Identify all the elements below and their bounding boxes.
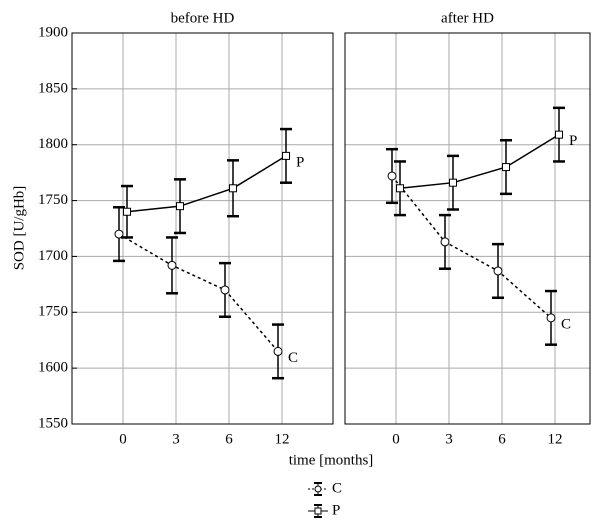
- x-tick-label: 12: [548, 431, 563, 447]
- point: [440, 237, 450, 247]
- y-tick-label: 1600: [38, 360, 68, 376]
- series-end-label: P: [296, 154, 304, 170]
- legend-marker: [314, 507, 322, 515]
- point: [493, 266, 503, 276]
- series-end-label: P: [569, 133, 577, 149]
- plot-frame: [71, 32, 334, 425]
- legend-marker: [314, 485, 322, 493]
- point: [546, 313, 556, 323]
- x-tick-label: 3: [172, 431, 180, 447]
- panel-title: after HD: [441, 10, 494, 26]
- y-tick-label: 1700: [38, 248, 68, 264]
- plot-frame: [344, 32, 591, 425]
- point: [273, 346, 283, 356]
- y-tick-label: 1850: [38, 80, 68, 96]
- series-line: [118, 233, 279, 352]
- y-tick-label: 1550: [38, 415, 68, 431]
- panel-title: before HD: [171, 10, 235, 26]
- legend-label: C: [332, 480, 342, 496]
- x-tick-label: 3: [445, 431, 453, 447]
- point: [502, 163, 510, 172]
- legend-label: P: [332, 502, 340, 518]
- point: [114, 229, 124, 239]
- x-tick-label: 0: [119, 431, 127, 447]
- y-tick-label: 1750: [38, 304, 68, 320]
- point: [220, 285, 230, 295]
- y-tick-label: 1800: [38, 136, 68, 152]
- point: [123, 207, 131, 216]
- series-end-label: C: [288, 350, 298, 366]
- point: [449, 178, 457, 187]
- y-tick-label: 1750: [38, 192, 68, 208]
- point: [229, 184, 237, 193]
- point: [396, 184, 404, 193]
- y-tick-label: 1900: [38, 24, 68, 40]
- x-tick-label: 0: [392, 431, 400, 447]
- point: [176, 202, 184, 211]
- point: [167, 260, 177, 270]
- x-tick-label: 6: [498, 431, 506, 447]
- series-line: [391, 175, 552, 319]
- series-end-label: C: [561, 316, 571, 332]
- x-tick-label: 12: [275, 431, 290, 447]
- series-line: [399, 134, 560, 190]
- point: [387, 171, 397, 181]
- x-tick-label: 6: [225, 431, 233, 447]
- point: [555, 130, 563, 139]
- point: [282, 151, 290, 160]
- x-axis-label: time [months]: [289, 452, 374, 468]
- y-axis-label: SOD [U/gHb]: [11, 186, 27, 271]
- series-line: [126, 155, 287, 213]
